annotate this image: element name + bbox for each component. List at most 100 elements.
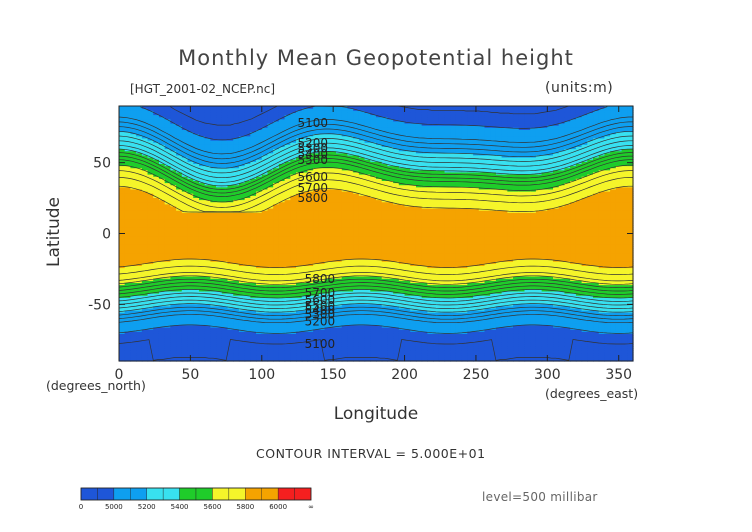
- field-cell: [187, 176, 194, 179]
- field-cell: [130, 331, 137, 334]
- field-cell: [198, 114, 206, 118]
- field-cell: [176, 273, 183, 277]
- field-cell: [130, 131, 137, 135]
- field-cell: [124, 171, 132, 175]
- field-cell: [204, 358, 211, 362]
- field-cell: [130, 284, 137, 288]
- field-cell: [153, 358, 160, 362]
- field-cell: [181, 346, 189, 349]
- field-cell: [147, 316, 154, 320]
- field-cell: [119, 263, 126, 266]
- field-cell: [187, 237, 194, 241]
- field-cell: [227, 339, 234, 343]
- field-cell: [204, 320, 211, 324]
- field-cell: [153, 237, 160, 241]
- field-cell: [158, 335, 166, 339]
- field-cell: [187, 195, 194, 198]
- field-cell: [141, 114, 149, 118]
- field-cell: [193, 248, 200, 252]
- field-cell: [164, 337, 171, 341]
- field-cell: [136, 335, 143, 339]
- field-cell: [176, 242, 183, 245]
- field-cell: [216, 244, 223, 247]
- field-cell: [193, 214, 200, 218]
- field-cell: [198, 350, 206, 354]
- field-cell: [164, 254, 171, 258]
- field-cell: [153, 140, 160, 143]
- field-cell: [221, 135, 229, 139]
- field-cell: [227, 276, 234, 279]
- field-cell: [170, 322, 177, 326]
- field-cell: [204, 205, 211, 209]
- field-cell: [158, 133, 166, 137]
- field-cell: [141, 195, 149, 198]
- field-cell: [216, 318, 223, 322]
- field-cell: [136, 299, 143, 303]
- field-cell: [119, 225, 126, 228]
- field-cell: [210, 110, 217, 113]
- field-cell: [204, 137, 211, 141]
- field-cell: [158, 244, 166, 247]
- field-cell: [141, 210, 149, 213]
- field-cell: [164, 159, 171, 162]
- field-cell: [204, 341, 211, 345]
- field-cell: [181, 191, 189, 194]
- field-cell: [153, 350, 160, 354]
- field-cell: [153, 282, 160, 286]
- field-cell: [119, 193, 126, 196]
- field-cell: [147, 322, 154, 326]
- field-cell: [181, 256, 189, 260]
- field-cell: [124, 120, 132, 124]
- field-cell: [164, 157, 171, 160]
- field-cell: [141, 154, 149, 158]
- field-cell: [170, 110, 177, 113]
- field-cell: [221, 169, 229, 173]
- field-cell: [193, 324, 200, 328]
- field-cell: [136, 157, 143, 160]
- field-cell: [119, 324, 126, 328]
- field-cell: [124, 339, 132, 343]
- field-cell: [153, 318, 160, 322]
- field-cell: [147, 205, 154, 209]
- field-cell: [193, 320, 200, 324]
- field-cell: [124, 123, 132, 126]
- field-cell: [141, 150, 149, 154]
- field-cell: [147, 167, 154, 171]
- field-cell: [141, 346, 149, 349]
- field-cell: [124, 284, 132, 288]
- field-cell: [136, 282, 143, 286]
- field-cell: [119, 239, 126, 243]
- field-cell: [216, 324, 223, 328]
- field-cell: [181, 110, 189, 113]
- field-cell: [170, 293, 177, 296]
- field-cell: [147, 301, 154, 305]
- field-cell: [221, 188, 229, 192]
- field-cell: [141, 161, 149, 164]
- field-cell: [193, 186, 200, 190]
- field-cell: [147, 303, 154, 307]
- field-cell: [130, 169, 137, 173]
- field-cell: [198, 250, 206, 254]
- field-cell: [176, 286, 183, 290]
- field-cell: [170, 242, 177, 245]
- field-cell: [187, 307, 194, 311]
- field-cell: [164, 310, 171, 313]
- field-cell: [136, 191, 143, 194]
- field-cell: [158, 295, 166, 298]
- field-cell: [124, 250, 132, 254]
- field-cell: [198, 148, 206, 152]
- field-cell: [136, 259, 143, 262]
- field-cell: [130, 222, 137, 226]
- field-cell: [147, 216, 154, 220]
- field-cell: [210, 284, 217, 288]
- field-cell: [198, 273, 206, 277]
- field-cell: [210, 212, 217, 215]
- field-cell: [124, 233, 132, 237]
- field-cell: [198, 193, 206, 196]
- field-cell: [119, 116, 126, 120]
- field-cell: [170, 346, 177, 349]
- field-cell: [198, 225, 206, 228]
- field-cell: [170, 212, 177, 215]
- field-cell: [136, 341, 143, 345]
- field-cell: [124, 133, 132, 137]
